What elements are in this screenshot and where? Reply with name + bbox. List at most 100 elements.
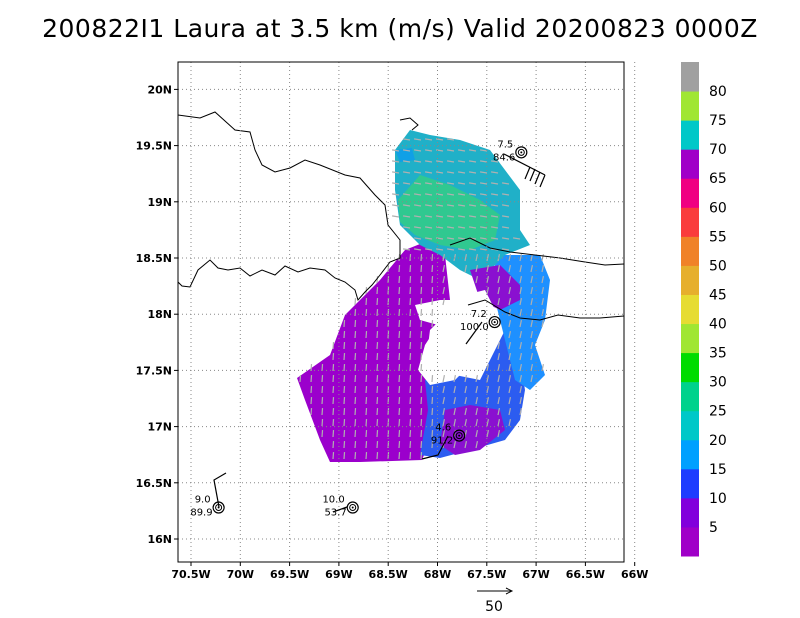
colorbar-label: 10 <box>709 491 727 507</box>
wind-vector <box>541 298 545 306</box>
wind-vector <box>365 385 368 394</box>
wind-vector <box>420 319 423 328</box>
wind-vector <box>519 309 523 317</box>
wind-vector <box>497 298 501 306</box>
wind-vector <box>420 429 423 438</box>
wind-vector <box>530 309 534 317</box>
y-tick-label: 19.5N <box>136 140 172 153</box>
wind-vector <box>530 276 534 284</box>
gridlines <box>178 62 636 562</box>
wind-vector <box>530 254 534 262</box>
wind-vector <box>387 341 390 350</box>
wind-vector <box>376 396 379 405</box>
wind-vector <box>490 237 499 240</box>
wind-vector <box>343 374 346 383</box>
wind-vector <box>409 374 412 383</box>
wind-vector <box>354 352 357 361</box>
wind-vector <box>424 237 433 240</box>
wind-vector <box>468 215 477 218</box>
wind-vector <box>446 160 455 163</box>
purple-region-southwest <box>297 240 450 462</box>
wind-vector <box>376 418 379 427</box>
wind-vector <box>508 276 512 284</box>
wind-vector <box>479 204 488 207</box>
wind-vector <box>420 363 423 372</box>
colorbar-swatch <box>681 149 699 179</box>
wind-vector <box>409 341 412 350</box>
wind-vector <box>519 265 523 273</box>
wind-vector <box>376 286 379 295</box>
station-label-bottom: 84.6 <box>493 152 515 163</box>
wind-vector <box>508 353 512 361</box>
wind-vector <box>468 248 477 251</box>
wind-vector <box>435 160 444 163</box>
wind-vector <box>431 275 434 284</box>
colorbar-label: 35 <box>709 346 727 362</box>
wind-vector <box>446 226 455 229</box>
wind-vector <box>475 254 479 262</box>
wind-vector <box>398 363 401 372</box>
wind-vector <box>435 138 444 141</box>
wind-vector <box>431 297 434 306</box>
wind-vector <box>365 319 368 328</box>
wind-vector <box>479 149 488 152</box>
wind-vector <box>398 308 401 317</box>
wind-vector <box>435 171 444 174</box>
wind-vector <box>486 375 490 383</box>
wind-vector <box>402 215 411 218</box>
wind-vector <box>402 171 411 174</box>
wind-vector <box>508 254 512 262</box>
wind-vector <box>398 330 401 339</box>
wind-vector <box>457 182 466 185</box>
wind-vector <box>490 182 499 185</box>
y-tick-label: 16N <box>147 533 172 546</box>
wind-vector <box>409 286 412 295</box>
wind-vector <box>530 320 534 328</box>
wind-vector <box>420 286 423 295</box>
x-tick-label: 67.5W <box>467 568 506 581</box>
wind-vector <box>413 138 422 141</box>
wind-vector <box>332 396 335 405</box>
wind-vector <box>409 275 412 284</box>
wind-vector <box>420 264 423 273</box>
wind-vector <box>420 396 423 405</box>
wind-vector <box>376 363 379 372</box>
wind-vector <box>402 248 411 251</box>
wind-vector <box>391 193 400 196</box>
wind-speed-field <box>297 130 550 462</box>
wind-vector <box>387 407 390 416</box>
station-label-bottom: 53.7 <box>324 508 346 519</box>
wind-vector <box>420 352 423 361</box>
y-tick-label: 18.5N <box>136 252 172 265</box>
colorbar-label: 15 <box>709 462 727 478</box>
wind-vector <box>442 298 446 306</box>
station-ring-inner <box>349 504 357 512</box>
wind-vector <box>508 397 512 405</box>
wind-vector <box>354 374 357 383</box>
wind-vector <box>446 248 455 251</box>
wind-vector <box>424 182 433 185</box>
wind-vector <box>332 374 335 383</box>
wind-vector <box>409 429 412 438</box>
wind-vector <box>475 408 479 416</box>
wind-vector <box>508 309 512 317</box>
wind-vector <box>486 276 490 284</box>
wind-vector <box>446 193 455 196</box>
chart-title: 200822I1 Laura at 3.5 km (m/s) Valid 202… <box>42 14 758 43</box>
purple-region-south-inner <box>440 405 505 455</box>
wind-vector <box>402 160 411 163</box>
wind-vector <box>530 298 534 306</box>
wind-vector <box>457 160 466 163</box>
no-data-gap-east <box>465 290 495 340</box>
y-tick-label: 20N <box>147 83 172 96</box>
wind-vector <box>519 254 523 262</box>
wind-vector <box>442 254 446 262</box>
wind-vector <box>446 215 455 218</box>
wind-vector <box>409 308 412 317</box>
station-label-bottom: 91.2 <box>431 436 453 447</box>
wind-vector <box>453 441 457 449</box>
wind-vector <box>431 286 434 295</box>
wind-vector <box>497 408 501 416</box>
wind-vector <box>420 451 423 460</box>
wind-vector <box>420 330 423 339</box>
